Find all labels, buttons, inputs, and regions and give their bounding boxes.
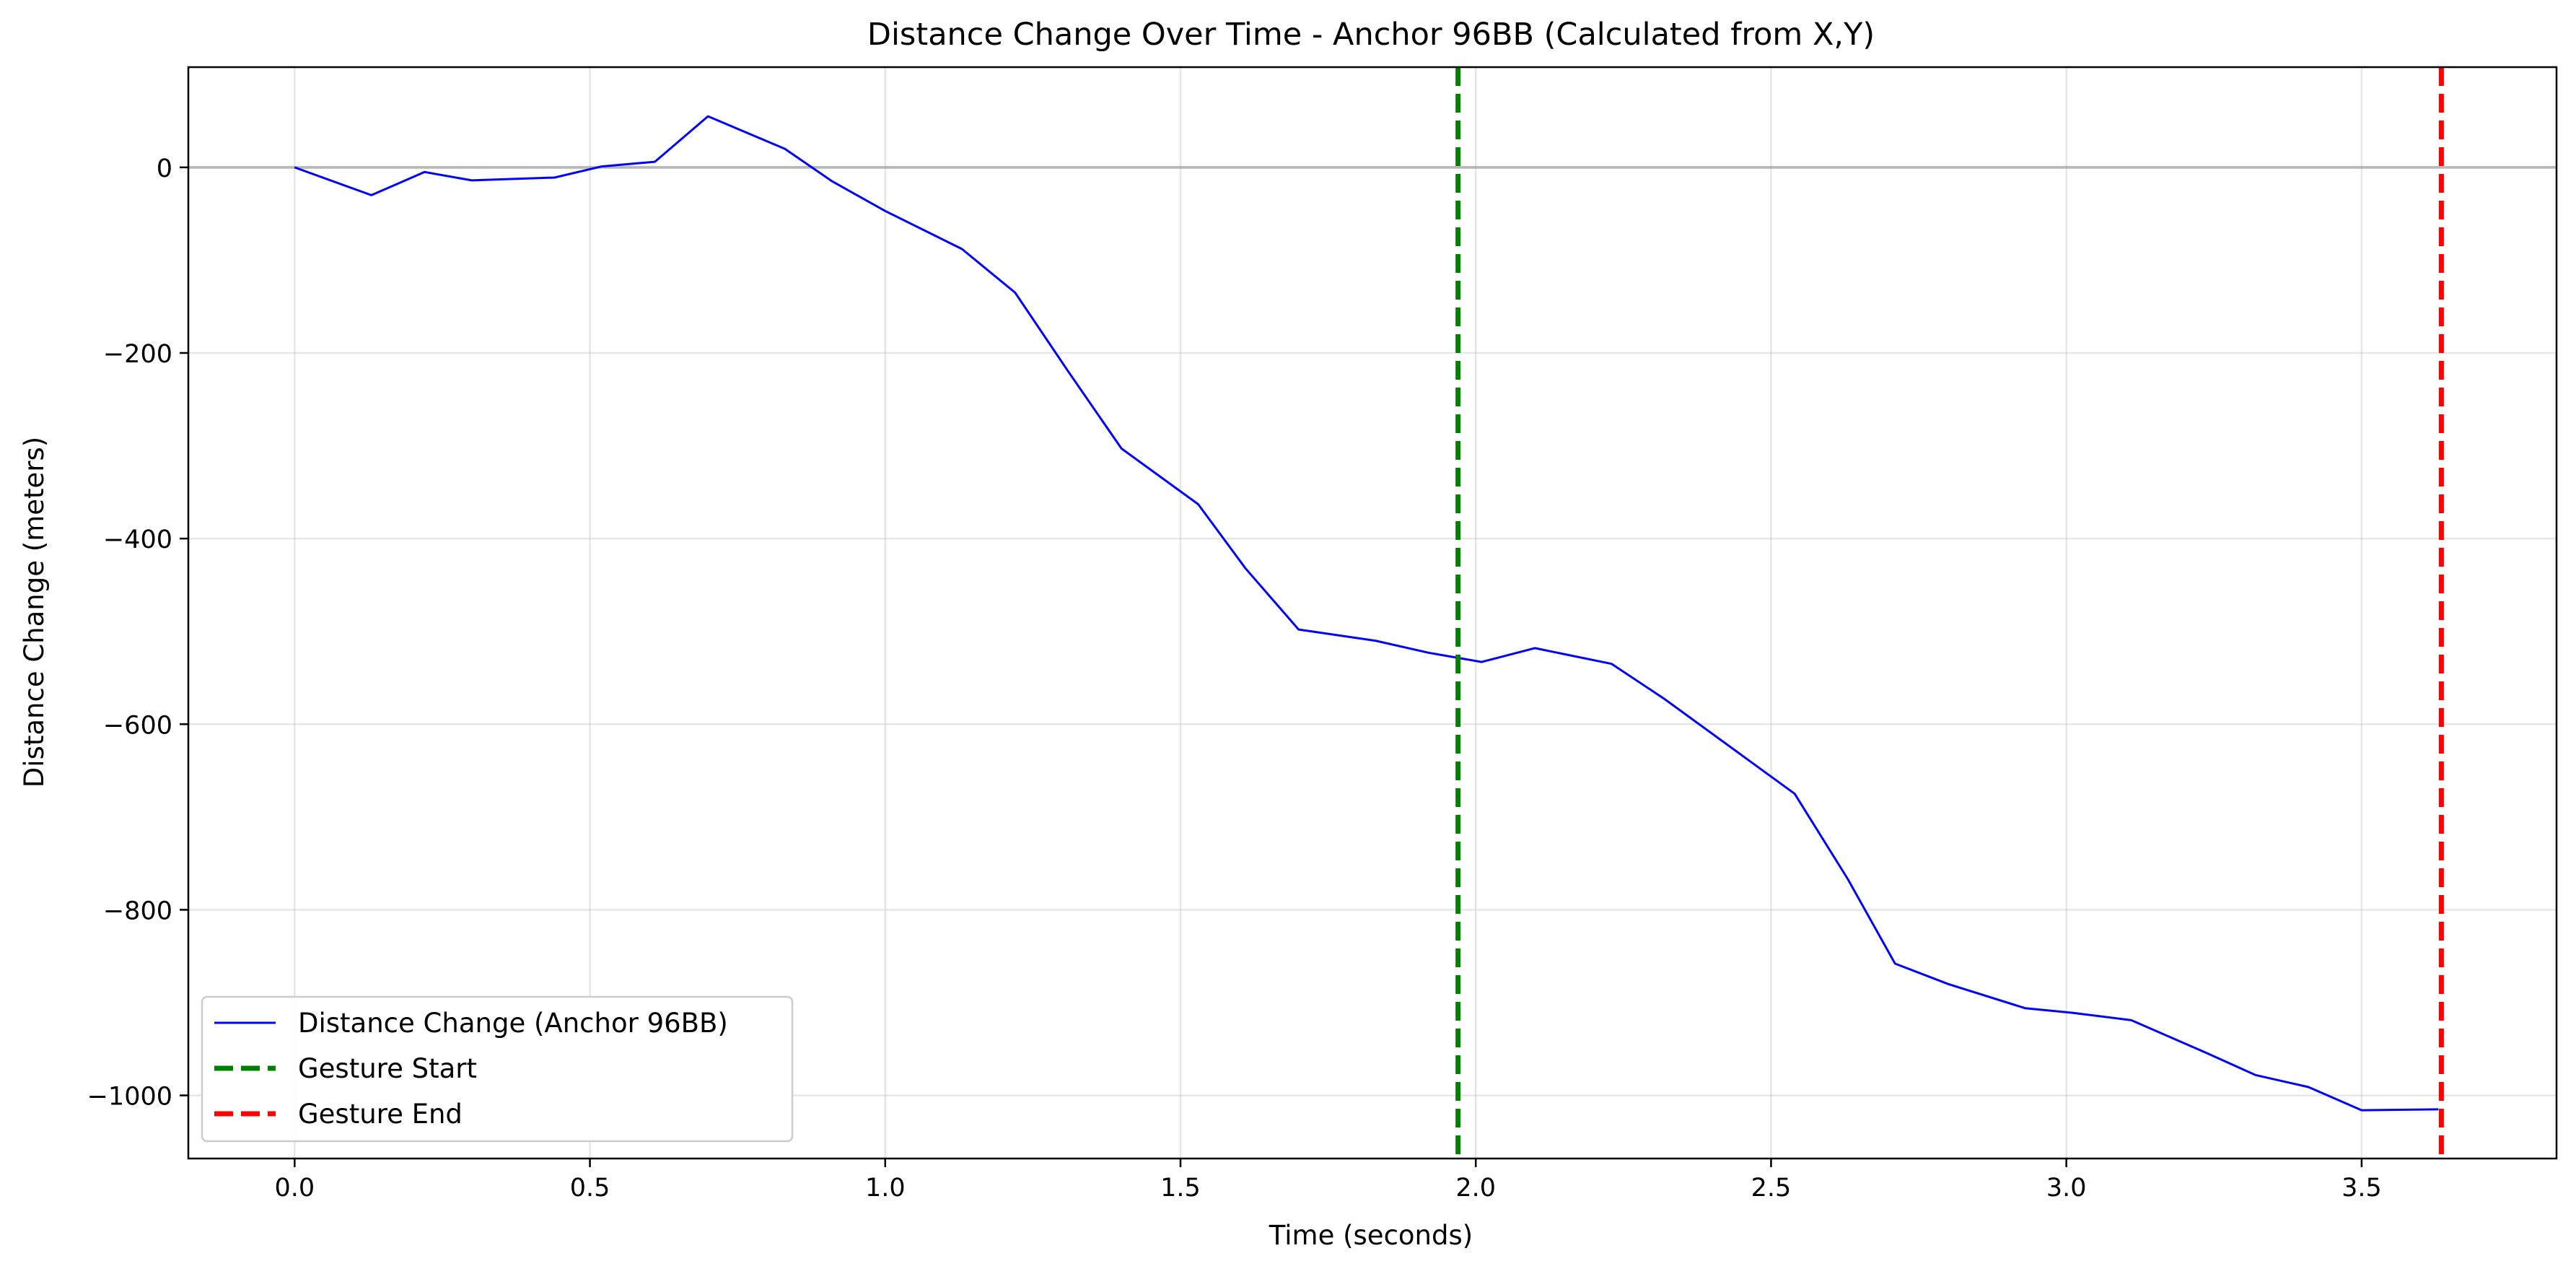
x-tick-label: 2.0 xyxy=(1455,1174,1496,1203)
y-tick-label: 0 xyxy=(157,154,172,183)
y-axis-label: Distance Change (meters) xyxy=(19,437,50,787)
series-line xyxy=(294,115,2439,1112)
y-tick-label: −600 xyxy=(103,711,172,740)
legend-label-series: Distance Change (Anchor 96BB) xyxy=(298,1008,728,1039)
y-tick-label: −1000 xyxy=(87,1083,172,1112)
y-tick-label: −200 xyxy=(103,340,172,369)
series-lines xyxy=(294,115,2439,1112)
legend-label-gesture-end: Gesture End xyxy=(298,1099,463,1130)
x-axis-ticks: 0.0 0.5 1.0 1.5 2.0 2.5 3.0 3.5 xyxy=(274,1159,2382,1203)
x-tick-label: 2.5 xyxy=(1751,1174,1792,1203)
gesture-markers xyxy=(1455,67,2444,1159)
x-tick-label: 0.5 xyxy=(570,1174,610,1203)
x-tick-label: 0.0 xyxy=(274,1174,315,1203)
plot-frame xyxy=(187,66,2558,1160)
y-axis-ticks: 0 −200 −400 −600 −800 −1000 xyxy=(87,154,188,1112)
x-tick-label: 3.0 xyxy=(2046,1174,2087,1203)
y-tick-label: −400 xyxy=(103,525,172,554)
legend-label-gesture-start: Gesture Start xyxy=(298,1053,477,1084)
chart-title: Distance Change Over Time - Anchor 96BB … xyxy=(867,17,1875,53)
legend-box xyxy=(201,995,794,1143)
y-tick-label: −800 xyxy=(103,896,172,925)
x-tick-label: 1.0 xyxy=(865,1174,906,1203)
legend: Distance Change (Anchor 96BB) Gesture St… xyxy=(201,995,794,1143)
x-tick-label: 1.5 xyxy=(1160,1174,1201,1203)
x-tick-label: 3.5 xyxy=(2341,1174,2382,1203)
x-axis-label: Time (seconds) xyxy=(1269,1220,1473,1251)
